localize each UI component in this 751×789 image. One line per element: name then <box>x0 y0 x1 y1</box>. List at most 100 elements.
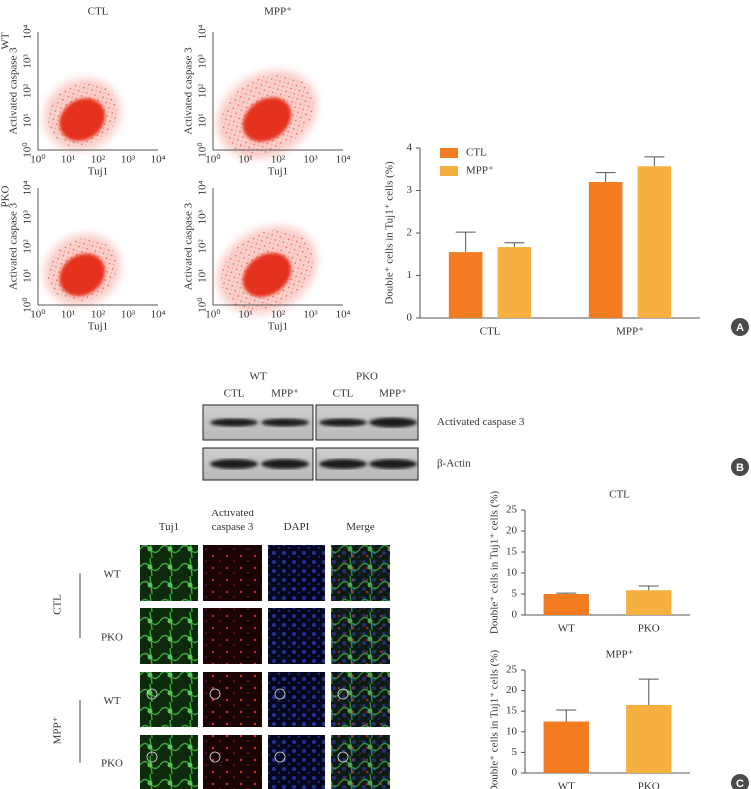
micrograph-signal <box>140 735 198 789</box>
scatter-core <box>242 252 292 297</box>
header-row: Tuj1 Activated caspase 3 DAPI Merge <box>130 510 400 544</box>
column-label: CTL <box>88 6 109 18</box>
row-label: WT <box>0 32 12 49</box>
band-label: β-Actin <box>437 458 471 470</box>
cell-marker <box>146 751 158 763</box>
y-tick-label: 10⁰ <box>22 297 34 313</box>
y-tick-label: 5 <box>512 588 518 600</box>
bar <box>448 252 483 318</box>
bar-chart: 0 1 2 3 4 Double⁺ cells in Tuj1⁺ cells (%) CTL… <box>384 142 700 338</box>
cell-marker <box>209 751 221 763</box>
group-label: PKO <box>356 371 378 383</box>
x-tick-label: WT <box>558 623 575 635</box>
micrograph-signal <box>331 735 390 789</box>
x-axis-label: Tuj1 <box>268 166 288 178</box>
x-tick-label: 10² <box>91 309 106 321</box>
x-tick-label: 10¹ <box>61 154 75 166</box>
x-tick-label: 10³ <box>303 309 318 321</box>
y-axis-label: Activated caspase 3 <box>8 202 20 290</box>
band <box>369 417 417 428</box>
micrographs: Tuj1 Activated caspase 3 DAPI Merge CTL WT PKO… <box>52 510 400 789</box>
y-tick-label: 10⁰ <box>197 142 209 158</box>
y-tick-label: 10⁰ <box>22 142 34 158</box>
x-tick-label: 10⁴ <box>151 309 166 321</box>
column-label: Merge <box>346 521 375 533</box>
y-tick-label: 10² <box>22 83 34 98</box>
band <box>369 459 417 469</box>
row-label: WT <box>103 569 120 581</box>
column-label: MPP⁺ <box>264 6 292 18</box>
y-axis-label: Double⁺ cells in Tuj1⁺ cells (%) <box>489 491 501 635</box>
y-tick-label: 10³ <box>22 209 34 224</box>
x-tick-label: 10¹ <box>61 309 75 321</box>
y-tick-label: 10⁴ <box>22 24 34 39</box>
chart-title: CTL <box>609 489 630 501</box>
panel-badge <box>731 318 749 336</box>
legend-swatch <box>440 148 458 158</box>
y-axis-label: Activated caspase 3 <box>8 47 20 135</box>
row-label: WT <box>103 695 120 707</box>
panel-letter: C <box>736 778 744 789</box>
x-tick-label: 10² <box>271 309 286 321</box>
micrograph-signal <box>268 735 325 789</box>
column-label: DAPI <box>283 521 310 533</box>
y-tick-label: 10¹ <box>22 269 34 283</box>
bar <box>626 590 672 615</box>
panel-badge <box>731 458 749 476</box>
micrograph-signal <box>331 545 390 601</box>
y-tick-label: 2 <box>407 227 413 239</box>
column-label: Activated caspase 3 <box>211 510 254 533</box>
error-bar <box>504 242 525 248</box>
y-tick-label: 10¹ <box>22 113 34 127</box>
x-tick-label: 10⁰ <box>205 309 221 321</box>
cell-marker <box>274 688 286 700</box>
y-axis-label: Activated caspase 3 <box>183 47 195 135</box>
bar <box>543 721 589 773</box>
charts: 0 1 2 3 4 Double⁺ cells in Tuj1⁺ cells (%) CTL… <box>384 142 700 789</box>
group-label: CTL <box>52 594 64 615</box>
y-tick-label: 5 <box>512 746 518 758</box>
x-tick-label: 10³ <box>121 309 136 321</box>
y-axis-label: Double⁺ cells in Tuj1⁺ cells (%) <box>384 161 396 305</box>
x-tick-label: 10⁴ <box>336 309 351 321</box>
y-tick-label: 20 <box>506 684 518 696</box>
error-bar <box>595 172 616 182</box>
y-tick-label: 3 <box>407 184 413 196</box>
y-tick-label: 15 <box>506 546 518 558</box>
y-tick-label: 4 <box>407 142 413 154</box>
x-tick-label: 10³ <box>121 154 136 166</box>
y-tick-label: 10⁴ <box>197 24 209 39</box>
group-label: MPP⁺ <box>52 716 64 744</box>
x-tick-label: PKO <box>638 781 660 789</box>
cell-marker <box>209 688 221 700</box>
error-bar <box>638 678 659 706</box>
row-label: PKO <box>101 758 123 770</box>
x-tick-label: 10⁰ <box>205 154 221 166</box>
y-axis-label: Double⁺ cells in Tuj1⁺ cells (%) <box>489 650 501 789</box>
error-bar <box>556 709 577 722</box>
bar <box>626 705 672 773</box>
group-label: WT <box>249 371 266 383</box>
y-tick-label: 10³ <box>197 54 209 69</box>
panel-letter: A <box>736 322 744 334</box>
scatter-core <box>59 253 105 297</box>
micrograph-signal <box>331 672 390 727</box>
y-tick-label: 10² <box>22 239 34 254</box>
error-bar <box>644 156 665 167</box>
x-tick-label: 10⁰ <box>30 309 46 321</box>
bar <box>543 594 589 615</box>
bar <box>588 182 623 318</box>
lane-label: CTL <box>333 388 354 400</box>
flow-plots: CTL MPP⁺WTPKO10⁰10⁰10¹10¹10²10²10³10³10⁴1… <box>0 6 351 333</box>
y-tick-label: 10⁰ <box>197 297 209 313</box>
y-tick-label: 0 <box>512 767 518 779</box>
micrograph-signal <box>268 672 325 727</box>
x-tick-label: PKO <box>638 623 660 635</box>
y-tick-label: 20 <box>506 525 518 537</box>
y-tick-label: 10² <box>197 83 209 98</box>
error-bar <box>556 592 577 594</box>
y-tick-label: 10 <box>506 567 518 579</box>
x-tick-label: 10⁰ <box>30 154 46 166</box>
